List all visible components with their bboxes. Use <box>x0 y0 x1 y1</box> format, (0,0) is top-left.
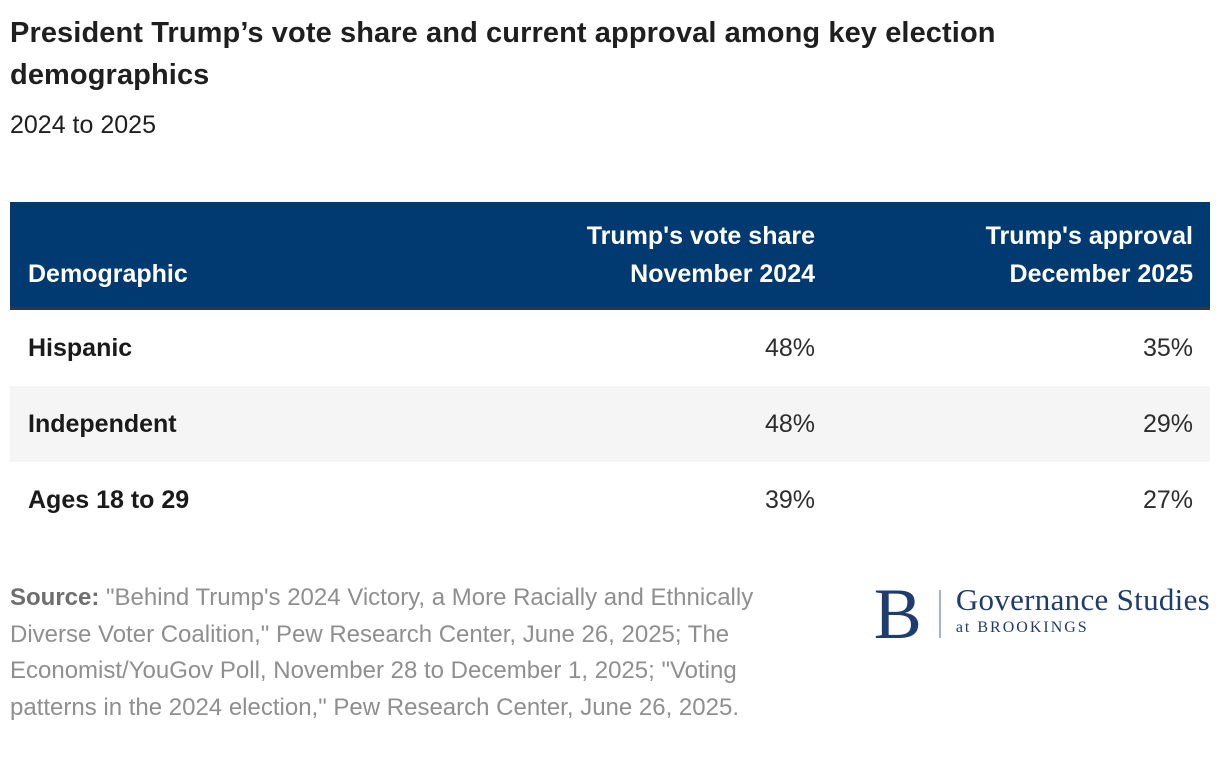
demographics-table: Demographic Trump's vote share November … <box>10 202 1210 538</box>
footer: Source: "Behind Trump's 2024 Victory, a … <box>10 574 1210 726</box>
vote-share-cell: 48% <box>764 333 815 362</box>
source-note: Source: "Behind Trump's 2024 Victory, a … <box>10 580 758 726</box>
figure: President Trump’s vote share and current… <box>10 17 1210 726</box>
approval-cell: 35% <box>1142 333 1193 362</box>
source-text: "Behind Trump's 2024 Victory, a More Rac… <box>10 584 754 721</box>
vote-share-cell: 39% <box>764 485 815 514</box>
column-header-approval: Trump's approval December 2025 <box>985 222 1193 288</box>
logo-text-block: Governance Studies at BROOKINGS <box>956 582 1210 637</box>
source-label: Source: <box>10 584 100 611</box>
column-header-demographic: Demographic <box>28 260 188 288</box>
column-header-vote-share: Trump's vote share November 2024 <box>586 222 815 288</box>
brookings-b-logo: B <box>873 574 922 654</box>
approval-cell: 29% <box>1142 409 1193 438</box>
brookings-governance-studies-logo: B Governance Studies at BROOKINGS <box>873 574 1210 654</box>
logo-divider <box>938 590 941 638</box>
table-row: Hispanic 48% 35% <box>10 310 1210 386</box>
demographic-cell: Hispanic <box>28 333 133 362</box>
vote-share-cell: 48% <box>764 409 815 438</box>
demographic-cell: Independent <box>28 409 177 438</box>
table-row: Ages 18 to 29 39% 27% <box>10 462 1210 538</box>
page-title: President Trump’s vote share and current… <box>10 17 996 91</box>
logo-name: Governance Studies <box>955 582 1210 617</box>
table-row: Independent 48% 29% <box>10 386 1210 462</box>
approval-cell: 27% <box>1142 485 1193 514</box>
demographic-cell: Ages 18 to 29 <box>28 485 190 514</box>
logo-tagline: at BROOKINGS <box>955 619 1089 636</box>
page-subtitle: 2024 to 2025 <box>10 111 156 139</box>
table-header-row: Demographic Trump's vote share November … <box>10 202 1210 310</box>
